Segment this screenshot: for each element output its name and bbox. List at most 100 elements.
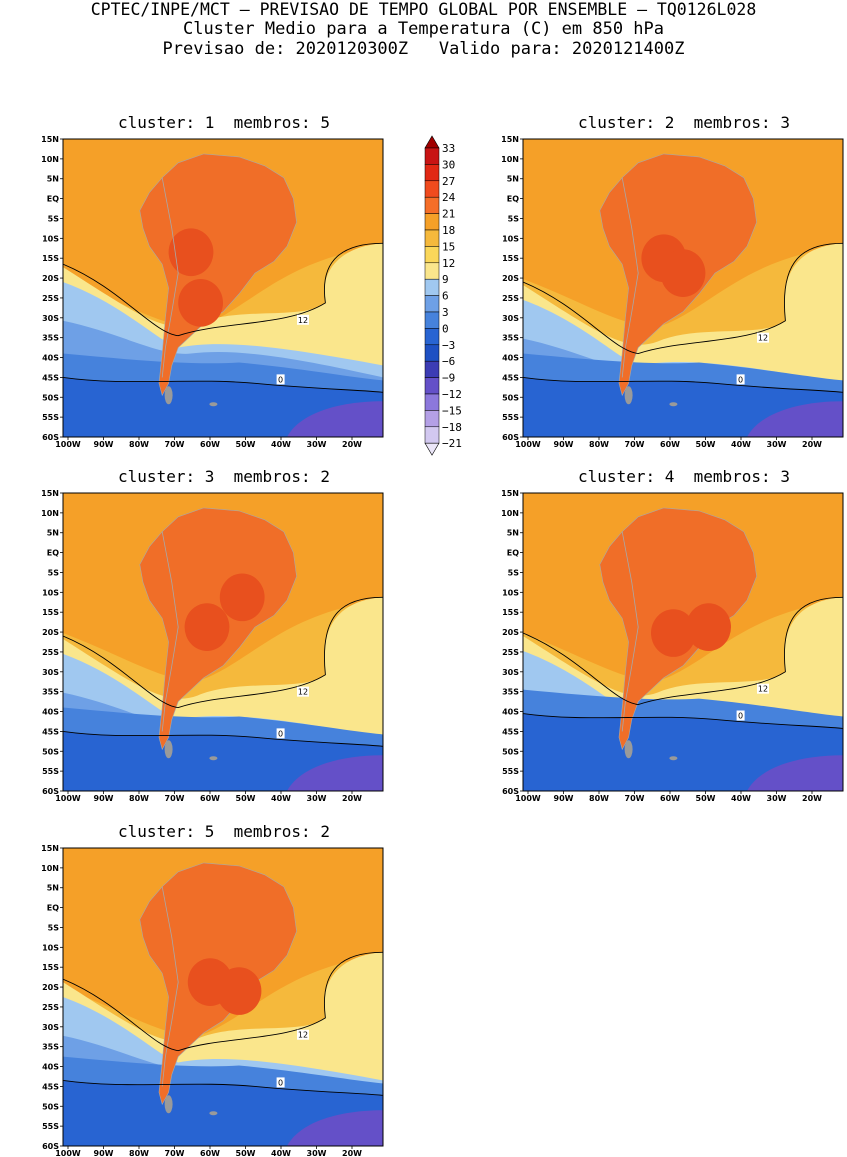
lat-label: 5S — [48, 923, 60, 932]
colorbar-swatch — [424, 393, 440, 411]
lat-label: 10S — [42, 234, 59, 243]
hot-spot — [178, 279, 224, 327]
colorbar-swatch — [424, 196, 440, 214]
field-m9 — [747, 401, 843, 437]
lon-label: 20W — [342, 440, 362, 449]
andes-line — [161, 177, 179, 378]
contour-label-bg — [297, 1029, 309, 1040]
map-panel-5: 12 0 15N 10N 5N EQ 5S 10S 15S 20S 25S 30S 35S 40S 45S 5… — [41, 844, 384, 1157]
lat-label: 35S — [42, 1043, 59, 1052]
lat-label: 55S — [42, 413, 59, 422]
lat-label: 5S — [48, 214, 60, 223]
colorbar-bottom-arrow — [424, 442, 440, 456]
hot-spot — [219, 573, 265, 622]
colorbar-swatch — [424, 360, 440, 378]
tierra-del-fuego — [164, 1095, 173, 1114]
lat-label: 10N — [41, 509, 59, 518]
lon-label: 100W — [515, 794, 541, 803]
lat-label: EQ — [47, 195, 59, 204]
lon-label: 60W — [200, 794, 220, 803]
colorbar-swatch — [424, 262, 440, 280]
andes-line — [161, 531, 179, 732]
lon-label: 60W — [660, 440, 680, 449]
colorbar-label: 15 — [442, 240, 455, 253]
contour-0 — [523, 713, 843, 729]
lat-label: 35S — [502, 688, 519, 697]
panel-title-1: cluster: 1 membros: 5 — [118, 113, 330, 132]
header-line-1: CPTEC/INPE/MCT – PREVISAO DE TEMPO GLOBA… — [90, 0, 757, 19]
field-m9 — [287, 401, 383, 437]
colorbar-swatch — [424, 377, 440, 395]
hot-spot — [168, 228, 214, 277]
falklands — [209, 756, 218, 761]
lat-label: EQ — [47, 549, 59, 558]
lat-label: 5N — [47, 529, 59, 538]
contour-label-bg — [736, 710, 745, 721]
lat-label: 15S — [42, 254, 59, 263]
lat-label: 60S — [502, 787, 519, 796]
map-panel-1: 12 0 15N 10N 5N EQ 5S 10S 15S 20S 25S 30S 35S 40S 45S 5… — [41, 135, 384, 449]
map-frame — [522, 492, 844, 792]
lat-label: 45S — [42, 727, 59, 736]
contour-label-bg — [297, 314, 309, 325]
lat-label: 60S — [42, 787, 59, 796]
map-panel-4: 12 0 15N 10N 5N EQ 5S 10S 15S 20S 25S 30S 35S 40S 45S 5… — [501, 489, 844, 803]
colorbar-label: 30 — [442, 158, 455, 171]
lat-label: 50S — [42, 1102, 59, 1111]
lat-label: 50S — [502, 747, 519, 756]
contour-label-bg — [276, 374, 285, 385]
contour-label-0: 0 — [278, 1078, 283, 1087]
colorbar-swatch — [424, 246, 440, 264]
lon-label: 60W — [660, 794, 680, 803]
colorbar-label: 3 — [442, 306, 449, 319]
map-frame — [522, 138, 844, 438]
lat-label: 10N — [501, 509, 519, 518]
lon-label: 90W — [94, 440, 114, 449]
lat-label: 55S — [502, 413, 519, 422]
contour-0 — [63, 730, 383, 747]
lon-label: 30W — [307, 440, 327, 449]
lat-label: 5S — [48, 568, 60, 577]
lat-label: 15N — [41, 489, 59, 498]
lat-label: 55S — [502, 767, 519, 776]
lon-label: 50W — [236, 794, 256, 803]
field-m9 — [747, 755, 843, 791]
colorbar-swatch — [424, 328, 440, 346]
lat-label: EQ — [507, 195, 519, 204]
lon-label: 40W — [271, 440, 291, 449]
lat-label: 10S — [42, 588, 59, 597]
lon-label: 70W — [165, 794, 185, 803]
contour-label-bg — [736, 374, 745, 385]
contour-0 — [523, 376, 843, 393]
lat-label: 45S — [502, 373, 519, 382]
lon-label: 40W — [271, 794, 291, 803]
colorbar-swatch — [424, 426, 440, 444]
lat-label: 60S — [42, 1142, 59, 1151]
lat-label: 15S — [42, 608, 59, 617]
colorbar-label: −6 — [442, 355, 455, 368]
colorbar-label: −21 — [442, 437, 462, 450]
lat-label: 10N — [41, 155, 59, 164]
lon-label: 30W — [767, 440, 787, 449]
lat-label: 5N — [47, 175, 59, 184]
lat-label: 5S — [508, 214, 520, 223]
lat-label: 60S — [502, 433, 519, 442]
colorbar-label: −12 — [442, 388, 462, 401]
contour-label-bg — [297, 686, 309, 697]
lat-label: 45S — [42, 1082, 59, 1091]
lat-label: 5N — [507, 175, 519, 184]
lat-label: 15N — [501, 489, 519, 498]
lon-label: 70W — [165, 440, 185, 449]
lat-label: 5N — [47, 884, 59, 893]
lat-label: 30S — [502, 314, 519, 323]
lon-label: 100W — [55, 1149, 81, 1157]
hot-spot — [686, 603, 731, 651]
lat-label: 20S — [42, 274, 59, 283]
lat-label: 40S — [502, 708, 519, 717]
field-m3 — [523, 713, 843, 791]
falklands — [669, 402, 678, 407]
map-frame — [62, 492, 384, 792]
map-frame — [62, 138, 384, 438]
colorbar-label: 33 — [442, 142, 455, 155]
